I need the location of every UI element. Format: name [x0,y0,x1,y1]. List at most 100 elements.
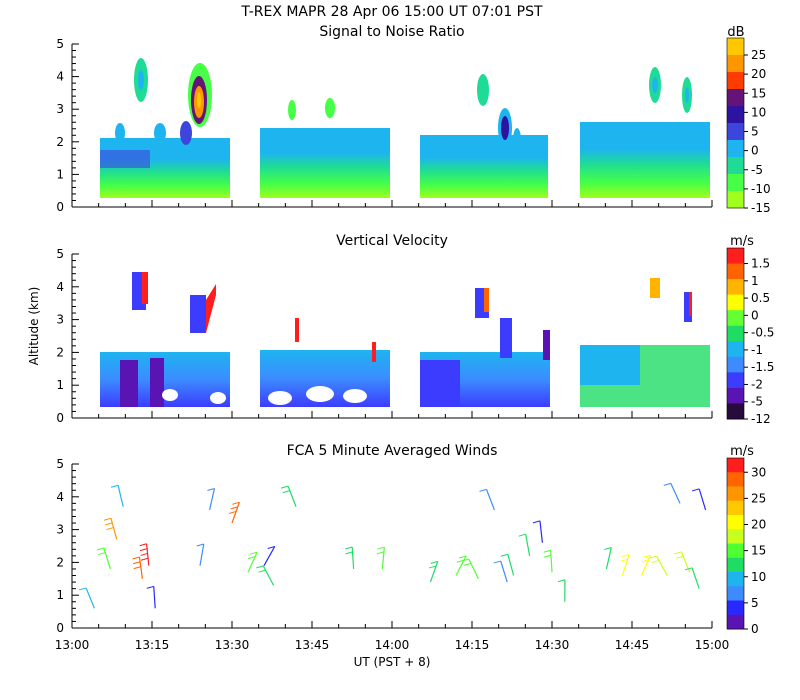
colorbar-segment [727,325,744,342]
wind-barb [262,565,275,586]
y-tick-label: 3 [56,102,64,116]
vv-downdraft [150,358,164,407]
colorbar-segment [727,372,744,389]
wind-barb [468,558,479,580]
colorbar-label: -10 [751,182,771,196]
y-tick-label: 1 [56,378,64,392]
colorbar-label: 10 [751,570,766,584]
wind-barb [670,483,681,504]
snr-unit: dB [727,25,744,40]
vv-plume [190,295,206,333]
wind-barb [550,550,553,573]
wind-barb-flag [461,558,469,562]
colorbar-label: 1.5 [751,257,770,271]
wind-barb-flag [258,569,266,573]
wind-barb [209,488,216,511]
snr-plume [288,100,296,120]
y-tick-label: 2 [56,345,64,359]
y-tick-label: 2 [56,135,64,149]
x-axis-label: UT (PST + 8) [354,655,431,669]
wind-barb [287,485,297,507]
colorbar-segment [727,586,744,601]
snr-plume [477,74,489,106]
wind-barb-flag [256,565,264,569]
colorbar-segment [727,157,744,175]
panel-snr-title: Signal to Noise Ratio [319,24,464,40]
colorbar-label: 15 [751,544,766,558]
wind-barb-flag [139,548,148,552]
colorbar-label: 10 [751,105,766,119]
x-tick-label: 13:00 [55,638,90,652]
y-tick-label: 0 [56,411,64,425]
colorbar-label: -1.5 [751,360,774,374]
y-tick-label: 0 [56,621,64,635]
wind-barbs [78,482,707,609]
wind-barb [381,546,385,570]
wind-barb [507,554,515,576]
wind-barb [153,586,156,609]
wind-barb-flag [249,551,258,555]
x-tick-label: 13:45 [295,638,330,652]
wind-barb [85,587,95,609]
colorbar-segment [727,486,744,502]
colorbar-segment [727,387,744,404]
colorbar-label: 25 [751,48,766,62]
wind-barb-flag [376,551,385,555]
snr-strong-band [100,150,150,168]
wind-barb-flag [518,533,526,537]
colorbar-frame [726,37,745,209]
wind-barb-flag [228,510,237,514]
wind-barb-flag [463,562,472,566]
colorbar-label: -0.5 [751,326,774,340]
wind-barb-flag [430,560,438,564]
wind-barb-flag [345,546,353,550]
y-tick-label: 5 [56,457,64,471]
colorbar-segment [727,614,744,630]
wind-barb [500,560,508,583]
colorbar-segment [727,72,744,90]
wind-barb-flag [98,552,106,556]
vv-plume [684,292,692,322]
wind-barb-flag [493,560,501,564]
wind-barb-flag [103,517,112,521]
colorbar-segment [727,515,744,530]
snr-plume [115,123,125,143]
colorbar-label: -1 [751,343,763,357]
colorbar-segment [727,263,744,280]
panel-vertical-velocity: Vertical Velocity m/s [56,233,774,426]
colorbar-label: 5 [751,125,759,139]
y-tick-label: 5 [56,37,64,51]
wind-barb-flag [557,579,566,583]
y-tick-label: 3 [56,313,64,327]
x-tick-label: 14:30 [535,638,570,652]
colorbar-segment [727,310,744,327]
wind-barb-flag [500,553,508,557]
wind-barb-flag [207,487,215,491]
wind-barb-flag [78,587,87,591]
colorbar-frame [726,247,745,420]
wind-barb-flag [106,527,114,531]
wind-barb [110,518,118,540]
colorbar-label: -2 [751,377,763,391]
colorbar-segment [727,38,744,56]
colorbar-segment [727,403,744,420]
x-tick-label: 15:00 [695,638,730,652]
colorbar-label: 5 [751,596,759,610]
wind-barb [691,567,700,589]
wind-barb-flag [532,520,541,524]
vv-block-4b [580,345,640,385]
colorbar-label: -15 [751,201,771,215]
colorbar-label: 15 [751,86,766,100]
wind-barb-flag [110,484,119,488]
wind-barb-flag [230,506,238,510]
colorbar-label: 25 [751,491,766,505]
wind-barb-flag [622,554,630,558]
snr-block-4 [580,122,710,198]
colorbar-segment [727,543,744,559]
colorbar-segment [727,123,744,141]
snr-plume-core [501,116,509,140]
colorbar-label: 20 [751,518,766,532]
wind-barb-flag [247,556,256,560]
colorbar-frame [726,457,745,630]
